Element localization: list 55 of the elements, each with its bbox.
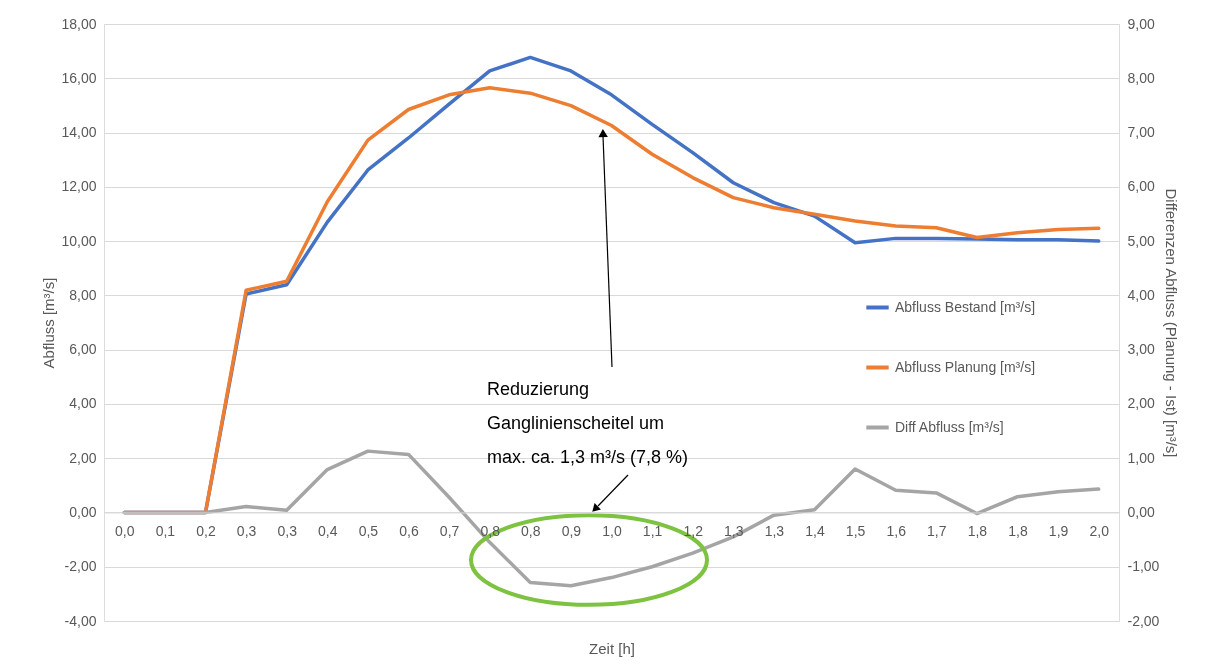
y-axis-title: Abfluss [m³/s] [40, 277, 58, 369]
y2-axis-title: Differenzen Abfluss (Planung - Ist) [m³/s] [1163, 188, 1181, 458]
x-tick-label: 0,0 [115, 522, 135, 539]
y2-tick-label: 6,00 [1127, 178, 1155, 195]
y-tick-label: -4,00 [64, 612, 97, 629]
y2-tick-label: 3,00 [1127, 341, 1155, 358]
x-tick-label: 0,1 [155, 522, 176, 539]
y2-tick-label: 1,00 [1127, 449, 1155, 466]
x-tick-label: 2,0 [1089, 522, 1110, 539]
legend-label: Diff Abfluss [m³/s] [895, 418, 1004, 435]
x-tick-label: 0,4 [318, 522, 338, 539]
x-tick-label: 0,2 [196, 522, 216, 539]
x-tick-label: 0,5 [358, 522, 379, 539]
y-tick-label: 12,00 [61, 178, 97, 195]
x-tick-label: 1,3 [764, 522, 785, 539]
x-tick-label: 0,9 [561, 522, 582, 539]
y2-tick-label: 9,00 [1127, 15, 1155, 32]
x-axis-title: Zeit [h] [589, 639, 635, 657]
y2-tick-label: 5,00 [1127, 232, 1155, 249]
y2-tick-label: -1,00 [1127, 558, 1160, 575]
y-tick-label: 14,00 [61, 124, 97, 141]
x-tick-label: 1,4 [805, 522, 825, 539]
y-tick-label: 4,00 [69, 395, 97, 412]
y2-tick-label: 7,00 [1127, 124, 1155, 141]
y2-tick-label: 4,00 [1127, 286, 1155, 303]
annotation: Reduzierung Ganglinienscheitel um max. ca. 1,3 m³/s (7,8 %) [487, 379, 689, 467]
y-tick-label: 18,00 [61, 15, 97, 32]
x-tick-label: 1,9 [1048, 522, 1069, 539]
x-tick-label: 0,8 [521, 522, 541, 539]
y-tick-label: 2,00 [69, 449, 97, 466]
legend-label: Abfluss Planung [m³/s] [895, 358, 1036, 375]
x-tick-label: 1,5 [845, 522, 866, 539]
y-tick-label: 6,00 [69, 341, 97, 358]
x-tick-label: 0,3 [277, 522, 298, 539]
y-tick-label: 0,00 [69, 503, 97, 520]
x-tick-label: 0,7 [439, 522, 460, 539]
y2-tick-label: 0,00 [1127, 503, 1155, 520]
x-tick-label: 1,2 [683, 522, 704, 539]
x-tick-label: 1,1 [642, 522, 663, 539]
x-tick-label: 1,7 [927, 522, 947, 539]
legend-label: Abfluss Bestand [m³/s] [895, 298, 1036, 315]
x-tick-label: 1,0 [602, 522, 622, 539]
x-tick-label: 1,6 [886, 522, 907, 539]
y-tick-label: 8,00 [69, 286, 97, 303]
x-tick-label: 1,8 [967, 522, 988, 539]
y2-tick-label: 2,00 [1127, 395, 1155, 412]
x-tick-label: 1,3 [724, 522, 744, 539]
y2-tick-label: 8,00 [1127, 69, 1155, 86]
x-tick-label: 0,6 [399, 522, 419, 539]
x-tick-label: 0,3 [236, 522, 257, 539]
y2-tick-label: -2,00 [1127, 612, 1160, 629]
y-tick-label: -2,00 [64, 558, 97, 575]
y-tick-label: 10,00 [61, 232, 97, 249]
y-tick-label: 16,00 [61, 69, 97, 86]
x-tick-label: 1,8 [1008, 522, 1028, 539]
